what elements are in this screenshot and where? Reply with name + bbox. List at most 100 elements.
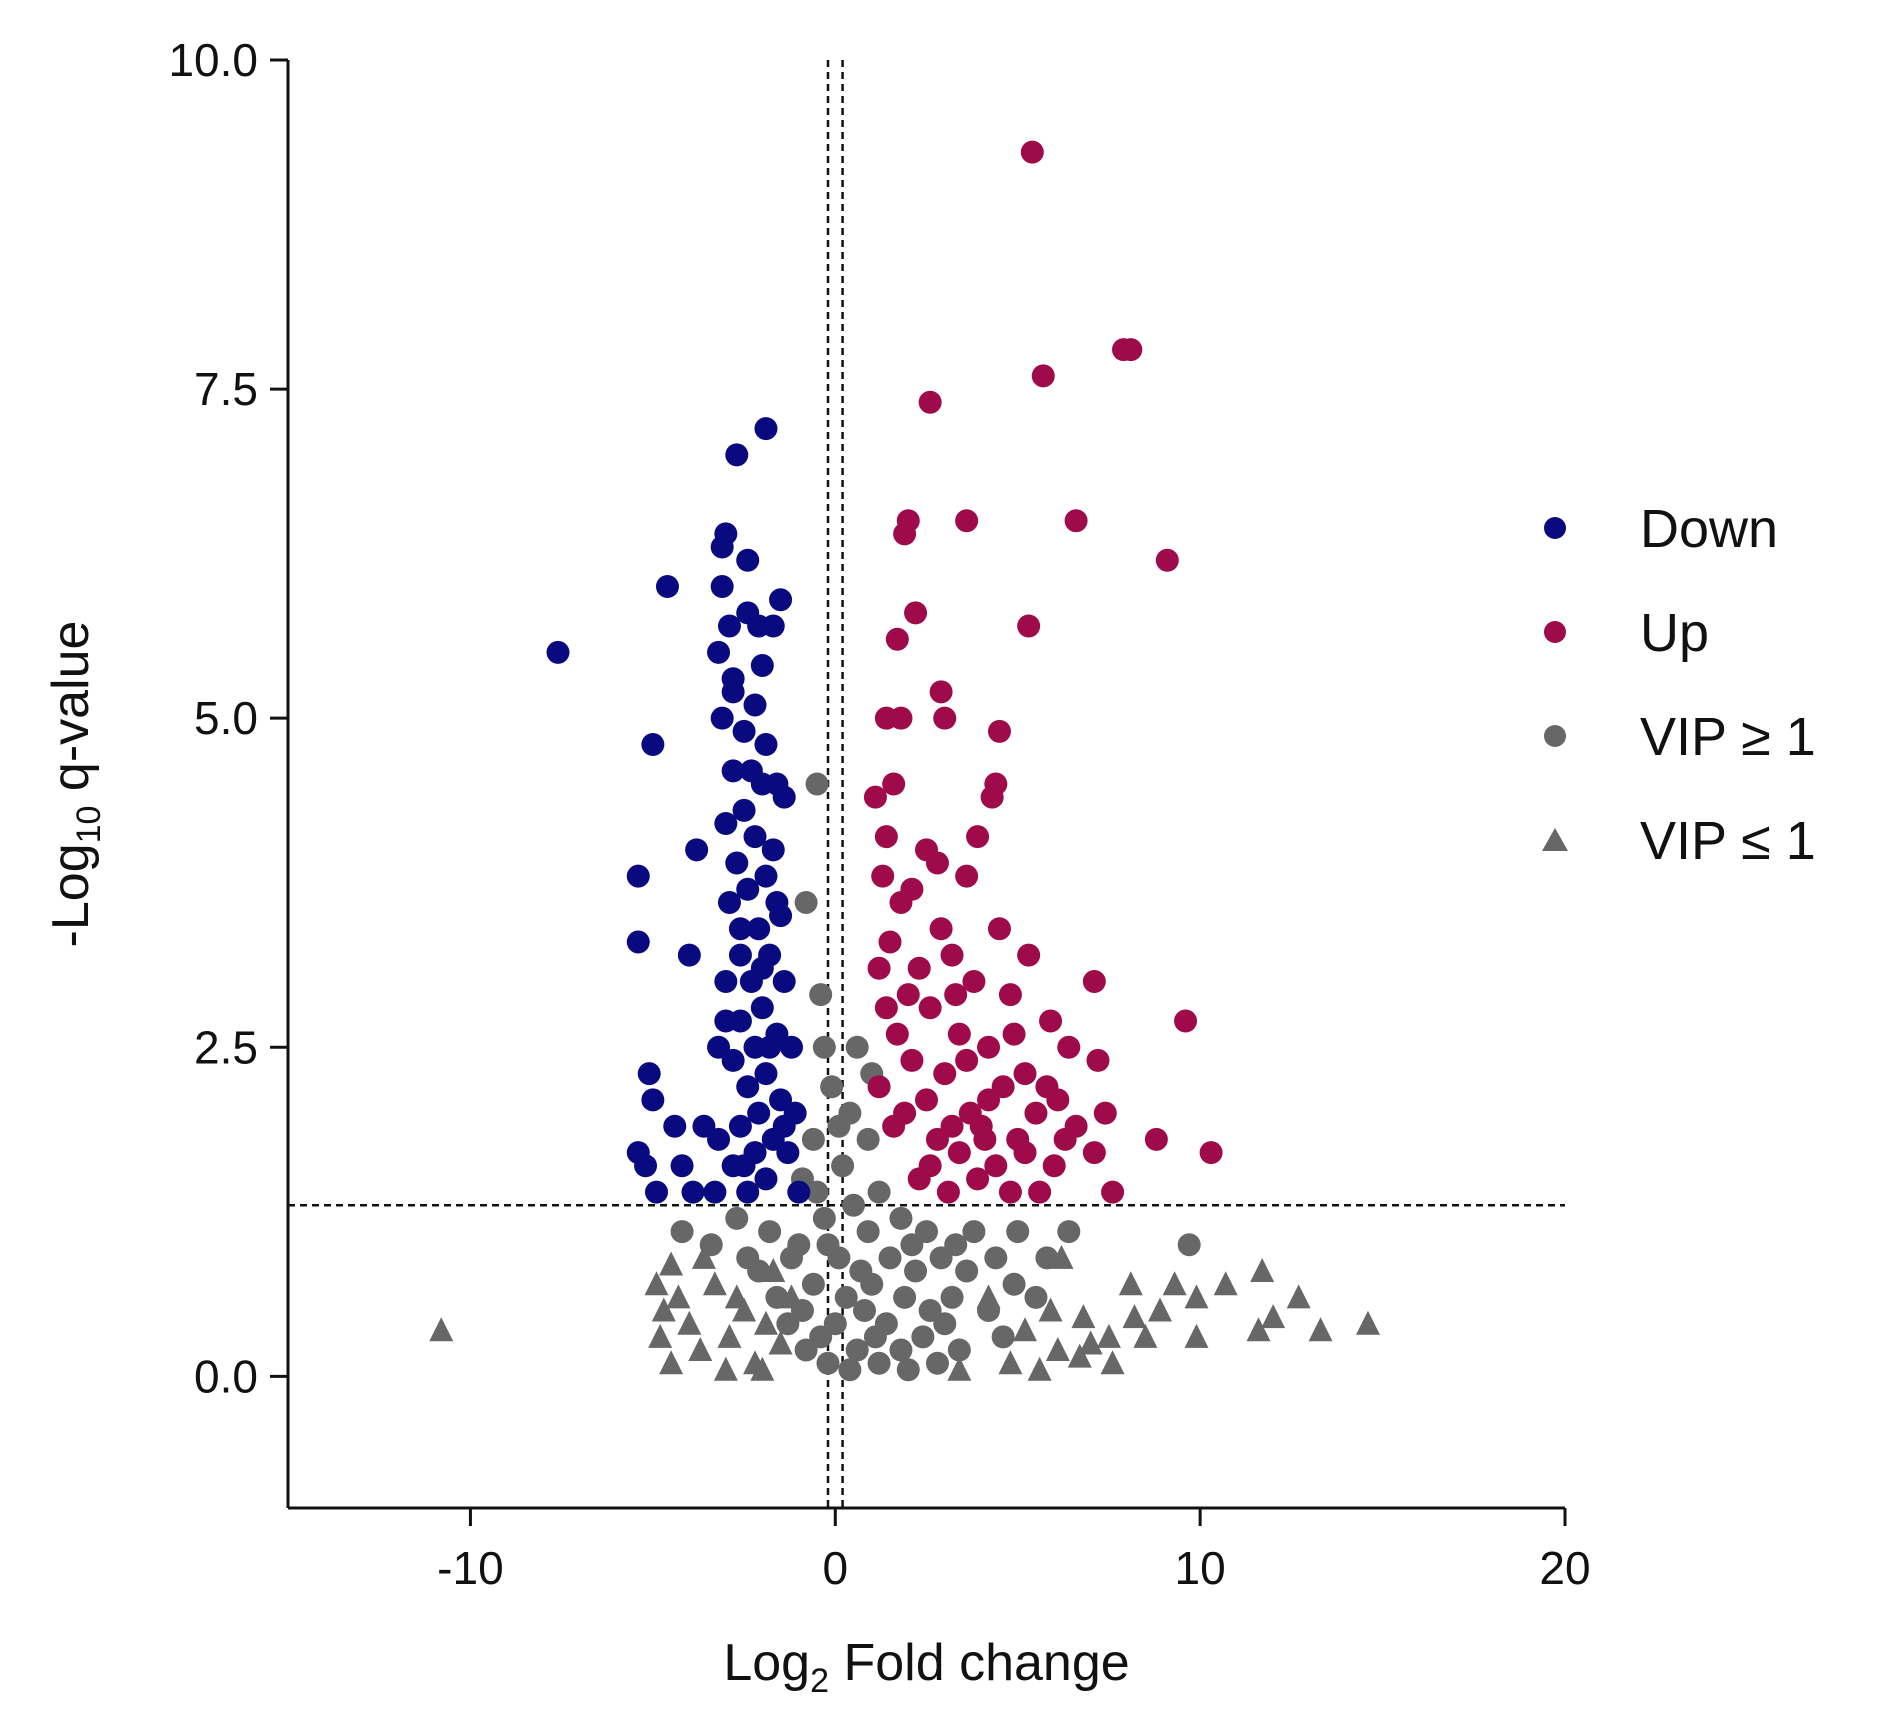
data-point [707, 1035, 731, 1059]
data-point [987, 719, 1011, 743]
data-point [933, 1062, 957, 1086]
data-point [677, 943, 701, 967]
axes [286, 60, 1565, 1510]
data-point [732, 798, 756, 822]
data-point [984, 1246, 1008, 1270]
data-point [863, 1325, 887, 1349]
data-point [761, 838, 785, 862]
data-point [845, 1035, 869, 1059]
data-point [787, 1180, 811, 1204]
data-point [852, 1299, 876, 1323]
data-point [739, 759, 763, 783]
data-point [1031, 364, 1055, 388]
data-point [893, 522, 917, 546]
data-point [838, 1358, 862, 1382]
data-point [754, 417, 778, 441]
legend-circle-marker [1544, 725, 1566, 747]
data-point [721, 1048, 745, 1072]
reference-lines [288, 60, 1565, 1508]
data-point-triangle [947, 1356, 972, 1381]
x-axis-ticks: -10 0 10 20 [437, 1508, 1591, 1594]
x-axis-title: Log2 Fold change [723, 1634, 1129, 1700]
data-point [750, 956, 774, 980]
data-point [637, 1062, 661, 1086]
data-point [1057, 1035, 1081, 1059]
data-point [900, 1048, 924, 1072]
data-point [736, 1180, 760, 1204]
data-point [1035, 1246, 1059, 1270]
data-point [1002, 1022, 1026, 1046]
data-point [966, 1167, 990, 1191]
data-point [747, 917, 771, 941]
data-point [626, 864, 650, 888]
data-point [769, 1088, 793, 1112]
data-point [918, 1299, 942, 1323]
data-point [1177, 1233, 1201, 1257]
y-axis-title: -Log10 q-value [42, 621, 108, 948]
data-point [692, 1114, 716, 1138]
data-point [772, 1114, 796, 1138]
data-point [736, 1075, 760, 1099]
data-point-triangle [1118, 1271, 1143, 1296]
data-point [867, 1075, 891, 1099]
data-point [805, 772, 829, 796]
data-point [856, 1220, 880, 1244]
data-point [685, 838, 709, 862]
data-point [936, 1180, 960, 1204]
data-point-triangle [1261, 1304, 1286, 1329]
data-point [780, 1035, 804, 1059]
data-point [717, 890, 741, 914]
data-point [1082, 969, 1106, 993]
data-point [1024, 1285, 1048, 1309]
data-point [977, 1299, 1001, 1323]
x-tick-label: 0 [822, 1542, 848, 1594]
data-point [940, 943, 964, 967]
data-point [1035, 1075, 1059, 1099]
data-point [1017, 943, 1041, 967]
data-point [732, 1154, 756, 1178]
data-point [856, 1127, 880, 1151]
y-tick-label: 7.5 [194, 363, 258, 415]
data-point-triangle [1250, 1258, 1275, 1283]
data-point [750, 654, 774, 678]
data-point [754, 1062, 778, 1086]
data-point [889, 706, 913, 730]
data-point [827, 1114, 851, 1138]
data-point [889, 1338, 913, 1362]
x-tick-label: 10 [1175, 1542, 1226, 1594]
data-point [641, 1088, 665, 1112]
data-point [885, 627, 909, 651]
data-point [933, 706, 957, 730]
data-point-triangle [1246, 1317, 1271, 1342]
data-point [645, 1180, 669, 1204]
data-point [991, 1075, 1015, 1099]
data-point [991, 1325, 1015, 1349]
data-point [1064, 509, 1088, 533]
data-point [809, 1325, 833, 1349]
data-point-triangle [659, 1350, 684, 1375]
data-point [947, 1141, 971, 1165]
data-point [1057, 1220, 1081, 1244]
legend-label: Up [1640, 603, 1709, 663]
data-point [1017, 614, 1041, 638]
data-point [940, 1114, 964, 1138]
data-point [863, 785, 887, 809]
data-point [736, 1246, 760, 1270]
data-point [925, 851, 949, 875]
data-point [805, 1180, 829, 1204]
data-point-triangle [1286, 1284, 1311, 1309]
data-point-triangle [1100, 1350, 1125, 1375]
data-point [1053, 1127, 1077, 1151]
data-point-triangle [1045, 1337, 1070, 1362]
data-point-triangle [998, 1350, 1023, 1375]
data-point-triangle [1148, 1297, 1173, 1322]
data-point [641, 733, 665, 757]
data-point [721, 759, 745, 783]
data-point [707, 640, 731, 664]
data-point [874, 996, 898, 1020]
data-point-triangle [677, 1310, 702, 1335]
data-point [758, 1035, 782, 1059]
data-point [772, 785, 796, 809]
data-point [728, 1114, 752, 1138]
data-point [728, 943, 752, 967]
